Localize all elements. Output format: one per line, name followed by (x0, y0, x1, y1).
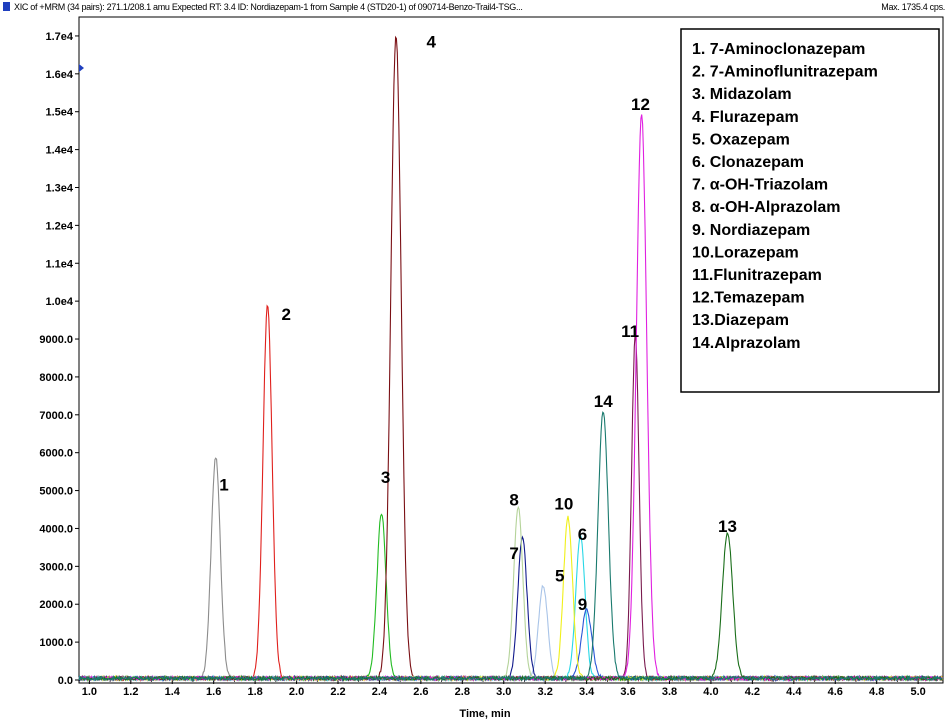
y-tick-label: 8000.0 (39, 372, 73, 384)
trace-14 (78, 411, 943, 682)
peak-label-7: 7 (509, 544, 518, 563)
peak-label-4: 4 (426, 32, 436, 51)
y-tick-label: 1.6e4 (45, 69, 73, 81)
peak-label-5: 5 (555, 566, 564, 585)
legend-item: 10.Lorazepam (692, 244, 799, 261)
legend-item: 3. Midazolam (692, 86, 792, 103)
legend-item: 12.Temazepam (692, 290, 805, 307)
trace-3 (78, 513, 943, 683)
y-tick-label: 1.3e4 (45, 182, 73, 194)
legend-item: 6. Clonazepam (692, 154, 804, 171)
x-tick-label: 3.8 (662, 686, 677, 698)
legend-item: 5. Oxazepam (692, 131, 790, 148)
peak-label-2: 2 (281, 305, 290, 324)
peak-label-14: 14 (594, 392, 613, 411)
x-tick-label: 1.6 (206, 686, 221, 698)
legend-item: 14.Alprazolam (692, 335, 800, 352)
y-tick-label: 1.1e4 (45, 258, 73, 270)
legend-item: 13.Diazepam (692, 312, 789, 329)
peak-label-12: 12 (631, 95, 650, 114)
x-tick-label: 1.4 (165, 686, 181, 698)
y-tick-label: 1.4e4 (45, 145, 73, 157)
peak-label-8: 8 (509, 491, 518, 510)
legend-item: 2. 7-Aminoflunitrazepam (692, 64, 878, 81)
x-tick-label: 3.2 (538, 686, 553, 698)
peak-label-1: 1 (219, 476, 228, 495)
x-tick-label: 4.6 (828, 686, 843, 698)
y-tick-label: 5000.0 (39, 486, 73, 498)
legend-item: 7. α-OH-Triazolam (692, 177, 828, 194)
peak-label-9: 9 (578, 595, 587, 614)
legend-item: 11.Flunitrazepam (692, 267, 822, 284)
legend-item: 8. α-OH-Alprazolam (692, 199, 841, 216)
peak-label-6: 6 (578, 525, 587, 544)
chromatogram-traces (78, 35, 944, 683)
y-tick-label: 1.2e4 (45, 220, 73, 232)
x-tick-label: 5.0 (910, 686, 925, 698)
y-tick-label: 1000.0 (39, 637, 73, 649)
legend: 1. 7-Aminoclonazepam 2. 7-Aminoflunitraze… (680, 28, 940, 393)
x-tick-label: 2.2 (330, 686, 345, 698)
plot-area (78, 16, 944, 684)
peak-label-3: 3 (381, 468, 390, 487)
x-tick-label: 2.6 (413, 686, 428, 698)
max-intensity-text: Max. 1735.4 cps. (881, 2, 945, 12)
axis-start-marker-icon (79, 64, 84, 72)
x-tick-label: 2.8 (455, 686, 470, 698)
legend-box (680, 28, 940, 393)
x-tick-label: 3.4 (579, 686, 595, 698)
y-tick-label: 1.7e4 (45, 31, 73, 43)
peak-label-10: 10 (554, 495, 573, 514)
trace-8 (78, 505, 944, 682)
y-axis: 0.0 1000.0 2000.0 3000.0 4000.0 5000.0 6000.0 7… (39, 31, 79, 687)
header-marker-icon (3, 2, 10, 11)
x-tick-label: 3.6 (620, 686, 635, 698)
x-tick-label: 4.4 (786, 686, 802, 698)
x-tick-label: 1.8 (247, 686, 262, 698)
peak-label-13: 13 (718, 517, 737, 536)
x-axis-title: Time, min (459, 708, 510, 719)
x-axis: 1.0 1.2 1.4 1.6 1.8 2.0 2.2 2.4 2.6 2.8 3.0 3.2 3.4 3… (82, 680, 926, 698)
x-tick-label: 4.0 (703, 686, 718, 698)
y-tick-label: 7000.0 (39, 410, 73, 422)
peak-label-11: 11 (621, 322, 639, 341)
x-tick-label: 4.2 (745, 686, 760, 698)
legend-item: 4. Flurazepam (692, 109, 799, 126)
legend-item: 1. 7-Aminoclonazepam (692, 41, 865, 58)
chart-header-text: XIC of +MRM (34 pairs): 271.1/208.1 amu … (14, 2, 523, 12)
trace-10 (78, 515, 944, 683)
legend-item: 9. Nordiazepam (692, 222, 810, 239)
x-tick-label: 1.2 (123, 686, 138, 698)
x-tick-label: 1.0 (82, 686, 97, 698)
x-tick-label: 3.0 (496, 686, 511, 698)
x-tick-label: 2.0 (289, 686, 304, 698)
y-tick-label: 2000.0 (39, 599, 73, 611)
y-tick-label: 9000.0 (39, 334, 73, 346)
y-tick-label: 3000.0 (39, 561, 73, 573)
y-tick-label: 1.5e4 (45, 107, 73, 119)
y-tick-label: 4000.0 (39, 523, 73, 535)
x-tick-label: 4.8 (869, 686, 884, 698)
y-tick-label: 6000.0 (39, 448, 73, 460)
y-tick-label: 1.0e4 (45, 296, 73, 308)
x-tick-label: 2.4 (372, 686, 388, 698)
y-tick-label: 0.0 (58, 675, 73, 687)
